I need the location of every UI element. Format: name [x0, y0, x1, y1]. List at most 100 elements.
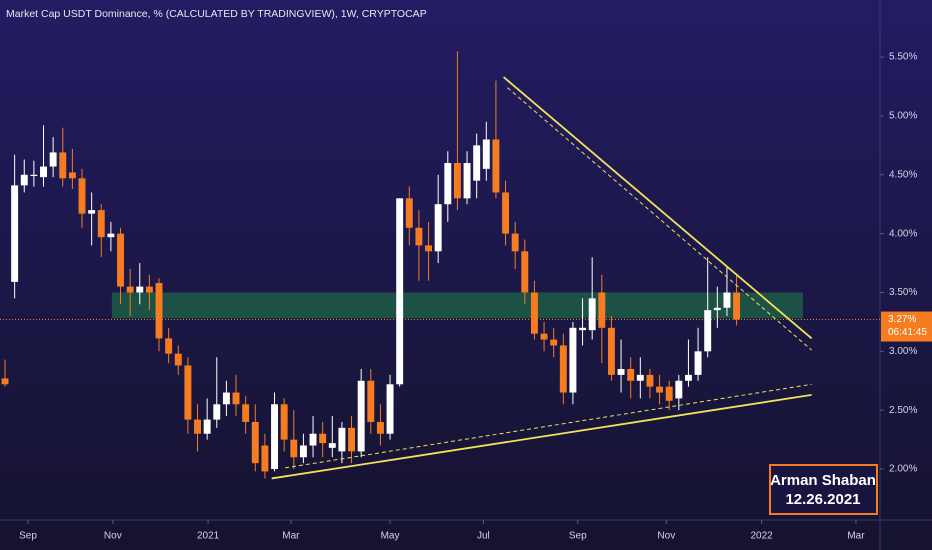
x-tick-label: 2021 [197, 531, 220, 542]
candle-body [511, 233, 519, 252]
candle-body [530, 292, 538, 334]
candle-body [550, 339, 558, 346]
candle-body [453, 163, 461, 199]
last-price-box [881, 311, 932, 342]
support-zone [111, 292, 803, 319]
trendline [507, 87, 812, 351]
candle-body [1, 378, 9, 385]
candle-body [222, 392, 230, 405]
annotation-box [769, 464, 878, 515]
candle-body [425, 245, 433, 252]
candle-body [598, 292, 606, 328]
candle-body [540, 333, 548, 340]
candle-body [684, 374, 692, 381]
trendline [285, 383, 812, 469]
candle-body [675, 380, 683, 399]
candle-body [521, 251, 529, 293]
candle-body [88, 210, 96, 214]
candle-body [656, 386, 664, 393]
candle-body [290, 439, 298, 458]
candle-body [646, 374, 654, 387]
candle-body [328, 443, 336, 448]
candle-body [357, 380, 365, 452]
candle-body [174, 353, 182, 366]
candle-body [78, 178, 86, 214]
x-tick-label: Jul [477, 531, 490, 542]
y-tick-label: 5.50% [889, 52, 917, 63]
candle-body [463, 163, 471, 199]
candle-body [232, 392, 240, 405]
candle-body [733, 292, 741, 320]
x-tick-label: Sep [19, 531, 37, 542]
candle-body [126, 286, 134, 293]
candle-body [579, 327, 587, 331]
candle-body [203, 419, 211, 434]
candle-body [213, 404, 221, 420]
candle-body [713, 307, 721, 311]
y-tick-label: 4.00% [889, 228, 917, 239]
y-tick-label: 4.50% [889, 169, 917, 180]
candle-body [694, 351, 702, 375]
candle-body [261, 445, 269, 472]
candle-body [68, 172, 76, 179]
candle-body [405, 198, 413, 228]
y-tick-label: 2.00% [889, 464, 917, 475]
candle-body [617, 368, 625, 375]
candle-body [607, 327, 615, 375]
candle-body [59, 152, 67, 179]
countdown-label: 06:41:45 [888, 327, 927, 338]
y-tick-label: 5.00% [889, 111, 917, 122]
candle-body [348, 427, 356, 452]
candle-body [242, 404, 250, 422]
candle-body [396, 198, 404, 385]
candle-body [665, 386, 673, 401]
candle-body [184, 365, 192, 420]
candle-body [482, 139, 490, 169]
candle-body [107, 233, 115, 238]
candle-body [569, 327, 577, 393]
candle-body [492, 139, 500, 193]
x-tick-label: May [381, 531, 400, 542]
trendline [503, 76, 813, 340]
annotation-text: 12.26.2021 [785, 491, 860, 508]
x-tick-label: Mar [847, 531, 865, 542]
candle-body [97, 210, 105, 238]
last-price-label: 3.27% [888, 314, 916, 325]
candle-body [376, 421, 384, 434]
candle-body [338, 427, 346, 452]
candle-body [136, 286, 144, 293]
candle-body [299, 445, 307, 458]
candle-body [11, 185, 19, 282]
candle-body [251, 421, 259, 464]
candle-body [319, 433, 327, 444]
x-tick-label: Nov [104, 531, 122, 542]
candle-body [473, 145, 481, 181]
candle-body [280, 404, 288, 440]
candle-body [367, 380, 375, 422]
x-tick-label: Nov [657, 531, 675, 542]
candle-body [386, 384, 394, 434]
candle-body [145, 286, 153, 293]
candle-body [502, 192, 510, 234]
y-tick-label: 3.50% [889, 287, 917, 298]
x-tick-label: Mar [282, 531, 300, 542]
candle-body [155, 283, 163, 339]
candle-body [49, 152, 57, 167]
x-tick-label: 2022 [750, 531, 773, 542]
candle-body [636, 374, 644, 381]
annotation-text: Arman Shaban [770, 472, 876, 489]
candle-body [309, 433, 317, 446]
candle-body [444, 163, 452, 205]
candle-body [20, 174, 28, 186]
y-tick-label: 3.00% [889, 346, 917, 357]
candle-body [194, 419, 201, 434]
candle-body [559, 345, 567, 393]
candle-body [704, 310, 712, 352]
candle-body [415, 227, 423, 246]
candle-body [588, 298, 596, 331]
candle-body [627, 368, 635, 381]
y-tick-label: 2.50% [889, 405, 917, 416]
trendline [271, 393, 812, 480]
